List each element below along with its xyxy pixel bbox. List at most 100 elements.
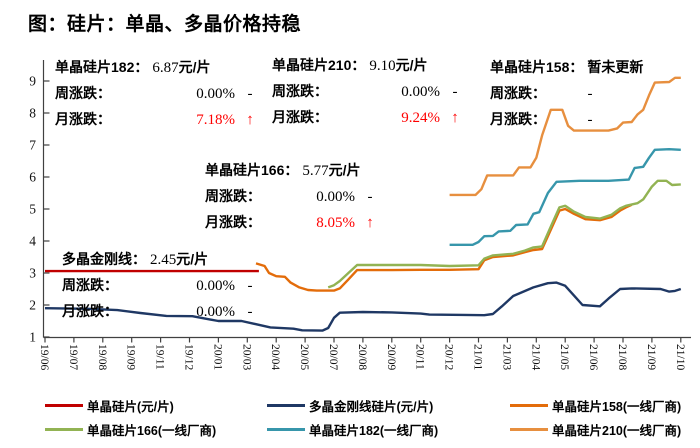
legend-swatch	[45, 404, 83, 407]
x-axis-label: 19/08	[96, 344, 108, 370]
series-line-2	[44, 281, 682, 332]
annotation-month-row: 月涨跌： 0.00% -	[62, 301, 265, 327]
annotation-price-row: 多晶金刚线： 2.45 元/片	[62, 249, 265, 275]
legend-swatch	[510, 428, 548, 431]
annotation-price-row: 单晶硅片210： 9.10 元/片	[272, 55, 470, 81]
legend-label: 单晶硅片210(一线厂商)	[552, 424, 682, 438]
x-axis-label: 21/10	[674, 344, 686, 370]
legend-item: 单晶硅片158(一线厂商)	[510, 394, 681, 417]
wafer-price: 暂未更新	[587, 59, 644, 75]
legend-item: 单晶硅片210(一线厂商)	[510, 418, 681, 441]
chart-title: 图：硅片：单晶、多晶价格持稳	[28, 14, 302, 35]
y-axis-label: 5	[29, 202, 36, 217]
series-lines	[44, 76, 682, 332]
x-axis-label: 19/12	[183, 344, 195, 370]
wafer-name: 单晶硅片210：	[272, 57, 366, 73]
y-axis-label: 8	[29, 106, 36, 121]
month-change-label: 月涨跌：	[62, 303, 118, 319]
annotation-month-row: 月涨跌： 9.24% ↑	[272, 107, 470, 133]
x-axis-label: 20/03	[240, 344, 252, 370]
axes	[42, 60, 691, 343]
series-line-5	[449, 147, 681, 247]
week-change-value: -	[587, 86, 593, 102]
wafer-price-unit: 元/片	[395, 57, 428, 73]
legend-swatch	[45, 428, 83, 431]
legend-item: 多晶金刚线硅片(元/片)	[267, 394, 510, 417]
x-axis-label: 21/01	[472, 344, 484, 370]
month-change-label: 月涨跌：	[205, 214, 261, 230]
y-axis-label: 4	[29, 234, 36, 249]
annotation-week-row: 周涨跌： 0.00% -	[62, 275, 265, 301]
x-axis-label: 20/05	[298, 344, 310, 370]
annotation-wafer210: 单晶硅片210： 9.10 元/片 周涨跌： 0.00% - 月涨跌： 9.24…	[272, 55, 470, 133]
legend-label: 多晶金刚线硅片(元/片)	[309, 400, 434, 414]
week-change-direction: -	[247, 278, 253, 294]
annotation-week-row: 周涨跌： 0.00% -	[272, 81, 470, 107]
up-arrow-icon: ↑	[366, 215, 374, 231]
x-axis-labels: 19/06 19/07 19/08 19/09 19/11 19/12 20/01 20/03…	[38, 344, 686, 370]
x-axis-label: 20/07	[327, 344, 339, 370]
wafer-name: 单晶硅片166：	[205, 162, 299, 178]
x-axis-label: 20/11	[414, 344, 426, 370]
month-change-label: 月涨跌：	[490, 111, 546, 127]
x-axis-label: 21/03	[500, 344, 512, 370]
x-axis-label: 21/05	[558, 344, 570, 370]
annotation-wafer182: 单晶硅片182： 6.87 元/片 周涨跌： 0.00% - 月涨跌： 7.18…	[55, 57, 265, 135]
up-arrow-icon: ↑	[451, 110, 459, 126]
y-axis-labels: 1 2 3 4 5 6 7 8 9	[29, 74, 36, 345]
week-change-value: 0.00%	[401, 84, 440, 100]
y-axis-label: 6	[29, 170, 36, 185]
up-arrow-icon: ↑	[246, 112, 254, 128]
x-axis-label: 19/06	[38, 344, 50, 370]
month-change-direction: -	[247, 304, 253, 320]
week-change-direction: -	[247, 86, 253, 102]
wafer-price: 6.87	[152, 60, 179, 76]
month-change-value: 8.05%	[316, 215, 355, 231]
week-change-label: 周涨跌：	[272, 83, 328, 99]
legend-swatch	[267, 428, 305, 431]
legend-label: 单晶硅片182(一线厂商)	[309, 424, 439, 438]
wafer-name: 单晶硅片182：	[55, 59, 149, 75]
y-axis-label: 1	[29, 330, 36, 345]
legend-item: 单晶硅片(元/片)	[45, 394, 267, 417]
x-axis-label: 21/06	[587, 344, 599, 370]
x-axis-label: 21/08	[616, 344, 628, 370]
x-axis-label: 20/12	[443, 344, 455, 370]
series-line-6	[449, 76, 681, 197]
week-change-value: 0.00%	[316, 189, 355, 205]
y-axis-label: 2	[29, 298, 36, 313]
legend-label: 单晶硅片158(一线厂商)	[552, 400, 682, 414]
chart-legend: 单晶硅片(元/片) 多晶金刚线硅片(元/片) 单晶硅片158(一线厂商) 单晶硅片16…	[45, 394, 681, 441]
x-axis-label: 21/09	[645, 344, 657, 370]
y-axis-label: 7	[29, 138, 36, 153]
month-change-value: 9.24%	[401, 110, 440, 126]
wafer-price-unit: 元/片	[176, 251, 209, 267]
x-axis-label: 19/07	[67, 344, 79, 370]
legend-item: 单晶硅片166(一线厂商)	[45, 418, 267, 441]
wafer-price: 9.10	[369, 58, 396, 74]
annotation-price-row: 单晶硅片182： 6.87 元/片	[55, 57, 265, 83]
x-axis-label: 19/11	[154, 344, 166, 370]
wafer-price-unit: 元/片	[328, 162, 361, 178]
series-line-4	[327, 179, 681, 289]
x-axis-label: 20/09	[385, 344, 397, 370]
annotation-week-row: 周涨跌： 0.00% -	[55, 83, 265, 109]
wafer-price: 5.77	[302, 163, 329, 179]
wafer-name: 多晶金刚线：	[62, 251, 146, 267]
annotation-month-row: 月涨跌： 8.05% ↑	[205, 212, 385, 238]
month-change-value: 0.00%	[196, 304, 235, 320]
annotation-wafer158: 单晶硅片158： 暂未更新 周涨跌： - 月涨跌： -	[490, 57, 643, 135]
week-change-label: 周涨跌：	[205, 188, 261, 204]
x-axis-label: 20/08	[356, 344, 368, 370]
legend-swatch	[267, 404, 305, 407]
series-line-3	[255, 203, 633, 292]
x-axis-label: 20/01	[211, 344, 223, 370]
legend-label: 单晶硅片(元/片)	[87, 400, 174, 414]
wafer-price-unit: 元/片	[178, 59, 211, 75]
wafer-price: 2.45	[150, 252, 177, 268]
month-change-value: 7.18%	[196, 112, 235, 128]
x-axis-label: 21/04	[529, 344, 541, 370]
wafer-name: 单晶硅片158：	[490, 59, 584, 75]
week-change-direction: -	[452, 84, 458, 100]
week-change-label: 周涨跌：	[55, 85, 111, 101]
